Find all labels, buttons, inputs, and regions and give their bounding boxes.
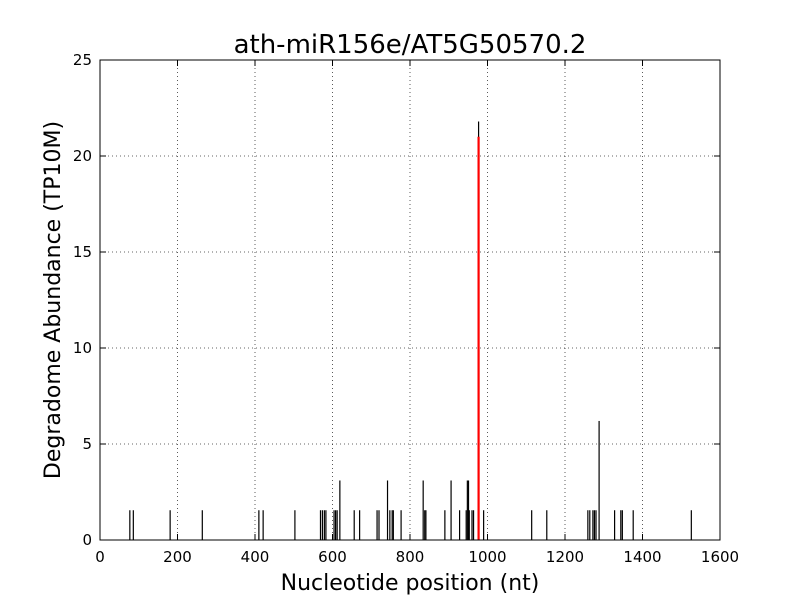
x-tick-label: 1000 — [468, 548, 506, 566]
y-tick-label: 0 — [82, 531, 92, 549]
x-tick-label: 200 — [163, 548, 192, 566]
x-tick-label: 800 — [396, 548, 425, 566]
bars — [129, 121, 692, 540]
x-tick-label: 1600 — [701, 548, 739, 566]
x-tick-label: 0 — [95, 548, 105, 566]
y-tick-label: 10 — [73, 339, 92, 357]
x-tick-label: 600 — [318, 548, 347, 566]
axis-ticks: 0 200 400 600 800 1000 1200 1400 1600 0 5 10 15 20 25 — [73, 51, 739, 566]
x-axis-label: Nucleotide position (nt) — [281, 571, 540, 596]
y-tick-label: 5 — [82, 435, 92, 453]
x-tick-label: 1400 — [623, 548, 661, 566]
x-tick-label: 1200 — [546, 548, 584, 566]
y-tick-label: 25 — [73, 51, 92, 69]
chart-title: ath-miR156e/AT5G50570.2 — [234, 30, 587, 60]
y-tick-label: 15 — [73, 243, 92, 261]
grid-lines — [100, 60, 720, 540]
y-axis-label: Degradome Abundance (TP10M) — [41, 121, 66, 479]
x-tick-label: 400 — [241, 548, 270, 566]
y-tick-label: 20 — [73, 147, 92, 165]
